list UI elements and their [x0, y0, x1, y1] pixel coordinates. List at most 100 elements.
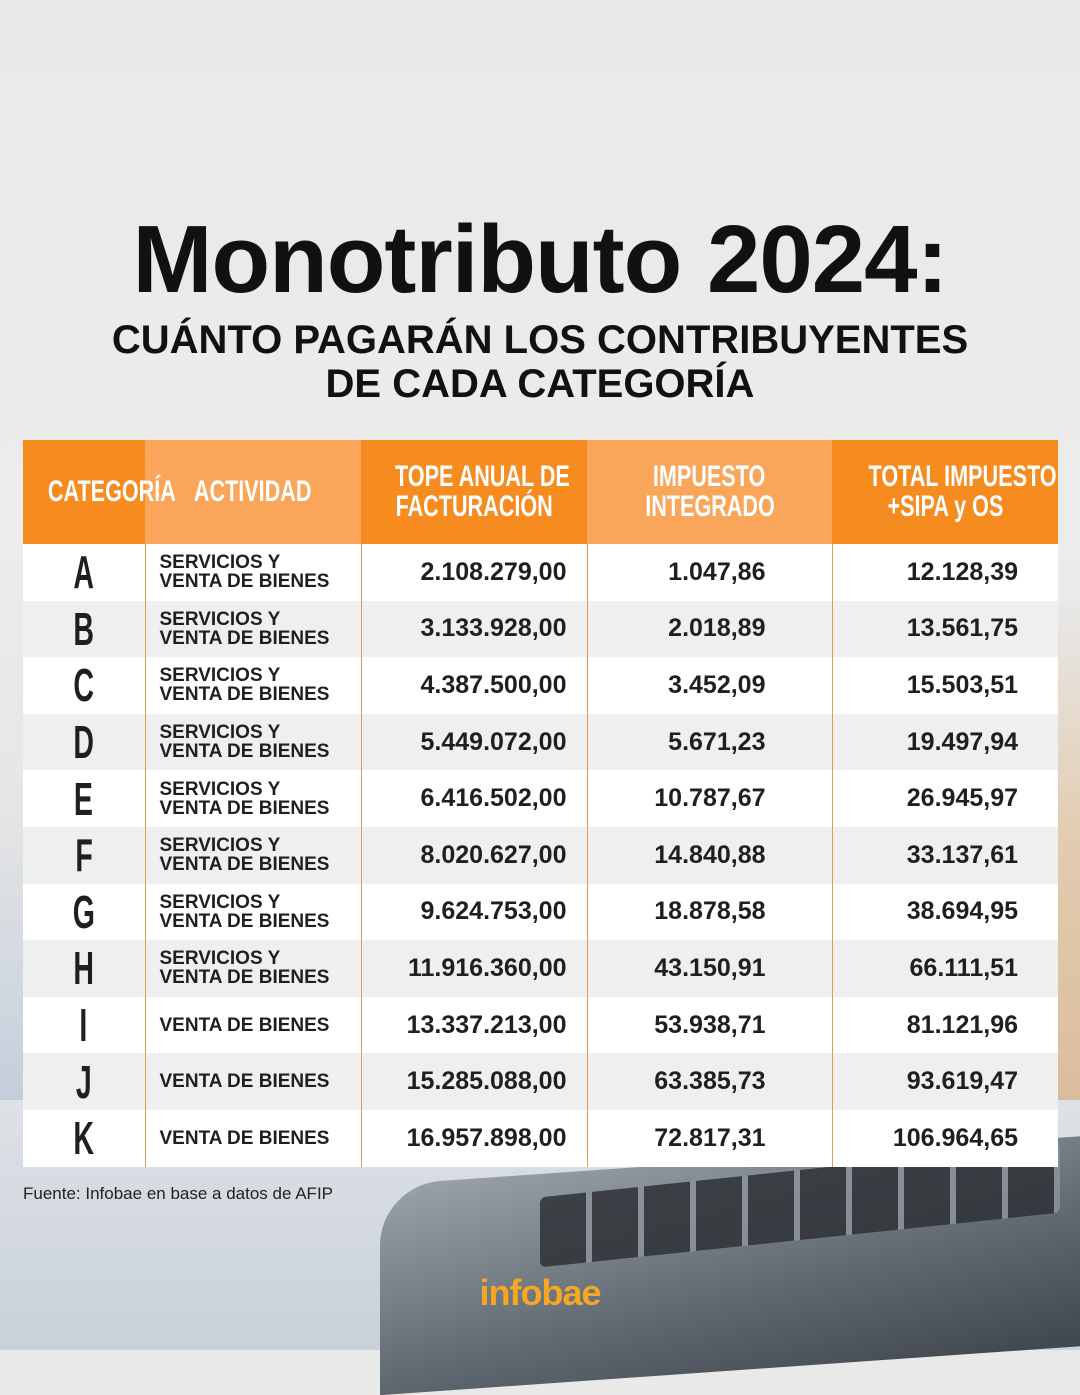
impuesto-integrado-cell: 43.150,91 [587, 940, 833, 997]
total-impuesto-cell: 13.561,75 [832, 600, 1058, 658]
subtitle-line: CUÁNTO PAGARÁN LOS CONTRIBUYENTES [111, 318, 969, 362]
category-cell: H [23, 940, 146, 997]
tope-anual-cell: 16.957.898,00 [361, 1109, 588, 1167]
activity-cell: SERVICIOS Y VENTA DE BIENES [145, 826, 362, 884]
table-row: E SERVICIOS Y VENTA DE BIENES 6.416.502,00 1… [23, 770, 1058, 827]
table-row: B SERVICIOS Y VENTA DE BIENES 3.133.928,00 2… [23, 600, 1058, 658]
activity-cell: SERVICIOS Y VENTA DE BIENES [145, 883, 362, 941]
activity-text: VENTA DE BIENES [159, 627, 330, 649]
activity-text: SERVICIOS Y [159, 552, 281, 574]
column-header-text: IMPUESTO [653, 460, 766, 493]
activity-text: SERVICIOS Y [159, 835, 281, 857]
tope-anual-cell: 13.337.213,00 [361, 996, 588, 1054]
impuesto-integrado-cell: 1.047,86 [587, 544, 833, 601]
column-header-categoria: CATEGORÍA [23, 440, 176, 544]
activity-text: SERVICIOS Y [159, 778, 281, 800]
category-cell: D [23, 713, 146, 771]
activity-cell: SERVICIOS Y VENTA DE BIENES [145, 940, 362, 997]
activity-cell: SERVICIOS Y VENTA DE BIENES [145, 544, 362, 601]
monotributo-table: CATEGORÍA ACTIVIDAD TOPE ANUAL DE FACTURACI… [23, 440, 1058, 1167]
activity-cell: SERVICIOS Y VENTA DE BIENES [145, 713, 362, 771]
table-row: J VENTA DE BIENES 15.285.088,00 63.385,73 93… [23, 1053, 1058, 1110]
total-impuesto-cell: 12.128,39 [832, 544, 1058, 601]
total-impuesto-cell: 15.503,51 [832, 657, 1058, 714]
category-letter: D [73, 716, 95, 769]
category-cell: C [23, 657, 146, 714]
category-letter: F [75, 829, 93, 882]
category-letter: G [72, 885, 95, 938]
tope-anual-cell: 2.108.279,00 [361, 544, 588, 601]
activity-text: VENTA DE BIENES [159, 1127, 330, 1149]
total-impuesto-cell: 66.111,51 [832, 940, 1058, 997]
activity-cell: VENTA DE BIENES [145, 996, 362, 1054]
category-cell: A [23, 544, 146, 601]
source-note: Fuente: Infobae en base a datos de AFIP [23, 1184, 334, 1203]
tope-anual-cell: 6.416.502,00 [361, 770, 588, 827]
activity-cell: SERVICIOS Y VENTA DE BIENES [145, 600, 362, 658]
impuesto-integrado-cell: 3.452,09 [587, 657, 833, 714]
table-row: A SERVICIOS Y VENTA DE BIENES 2.108.279,00 1… [23, 544, 1058, 601]
page-subtitle: CUÁNTO PAGARÁN LOS CONTRIBUYENTES DE CAD… [0, 318, 1080, 406]
activity-text: VENTA DE BIENES [159, 967, 330, 989]
column-header-impuesto-integrado: IMPUESTO INTEGRADO [587, 440, 832, 544]
category-cell: F [23, 826, 146, 884]
activity-cell: SERVICIOS Y VENTA DE BIENES [145, 770, 362, 827]
impuesto-integrado-cell: 53.938,71 [587, 996, 833, 1054]
total-impuesto-cell: 38.694,95 [832, 883, 1058, 941]
table-row: K VENTA DE BIENES 16.957.898,00 72.817,31 10… [23, 1109, 1058, 1167]
category-cell: E [23, 770, 146, 827]
category-letter: I [79, 999, 88, 1052]
activity-cell: VENTA DE BIENES [145, 1109, 362, 1167]
activity-text: VENTA DE BIENES [159, 571, 330, 593]
column-header-text: INTEGRADO [644, 490, 775, 523]
activity-text: SERVICIOS Y [159, 722, 281, 744]
category-letter: H [73, 942, 95, 995]
impuesto-integrado-cell: 10.787,67 [587, 770, 833, 827]
column-header-text: TOTAL IMPUESTO [868, 460, 1057, 493]
activity-cell: SERVICIOS Y VENTA DE BIENES [145, 657, 362, 714]
column-header-text: FACTURACIÓN [395, 490, 553, 523]
impuesto-integrado-cell: 2.018,89 [587, 600, 833, 658]
activity-text: SERVICIOS Y [159, 948, 281, 970]
table-row: H SERVICIOS Y VENTA DE BIENES 11.916.360,00… [23, 940, 1058, 997]
total-impuesto-cell: 93.619,47 [832, 1053, 1058, 1110]
category-letter: E [74, 772, 94, 825]
table-row: G SERVICIOS Y VENTA DE BIENES 9.624.753,00 1… [23, 883, 1058, 941]
total-impuesto-cell: 19.497,94 [832, 713, 1058, 771]
category-cell: B [23, 600, 146, 658]
category-letter: K [73, 1112, 95, 1165]
table-row: F SERVICIOS Y VENTA DE BIENES 8.020.627,00 1… [23, 826, 1058, 884]
impuesto-integrado-cell: 18.878,58 [587, 883, 833, 941]
category-cell: I [23, 996, 146, 1054]
impuesto-integrado-cell: 63.385,73 [587, 1053, 833, 1110]
activity-text: VENTA DE BIENES [159, 797, 330, 819]
category-cell: G [23, 883, 146, 941]
category-letter: A [73, 546, 95, 599]
tope-anual-cell: 9.624.753,00 [361, 883, 588, 941]
total-impuesto-cell: 106.964,65 [832, 1109, 1058, 1167]
activity-cell: VENTA DE BIENES [145, 1053, 362, 1110]
tope-anual-cell: 4.387.500,00 [361, 657, 588, 714]
activity-text: VENTA DE BIENES [159, 910, 330, 932]
tope-anual-cell: 5.449.072,00 [361, 713, 588, 771]
category-cell: J [23, 1053, 146, 1110]
category-letter: B [73, 602, 95, 655]
total-impuesto-cell: 33.137,61 [832, 826, 1058, 884]
activity-text: VENTA DE BIENES [159, 854, 330, 876]
column-header-text: ACTIVIDAD [194, 475, 312, 508]
impuesto-integrado-cell: 14.840,88 [587, 826, 833, 884]
table-header-row: CATEGORÍA ACTIVIDAD TOPE ANUAL DE FACTURACI… [23, 440, 1058, 544]
column-header-text: TOPE ANUAL DE [394, 460, 570, 493]
tope-anual-cell: 3.133.928,00 [361, 600, 588, 658]
activity-text: VENTA DE BIENES [159, 741, 330, 763]
impuesto-integrado-cell: 72.817,31 [587, 1109, 833, 1167]
page-title: Monotributo 2024: [132, 206, 949, 313]
category-cell: K [23, 1109, 146, 1167]
table-row: C SERVICIOS Y VENTA DE BIENES 4.387.500,00 3… [23, 657, 1058, 714]
impuesto-integrado-cell: 5.671,23 [587, 713, 833, 771]
activity-text: VENTA DE BIENES [159, 1014, 330, 1036]
activity-text: VENTA DE BIENES [159, 1071, 330, 1093]
infobae-logo: infobae [479, 1272, 601, 1313]
column-header-total-impuesto: TOTAL IMPUESTO +SIPA y OS [832, 440, 1058, 544]
tope-anual-cell: 15.285.088,00 [361, 1053, 588, 1110]
